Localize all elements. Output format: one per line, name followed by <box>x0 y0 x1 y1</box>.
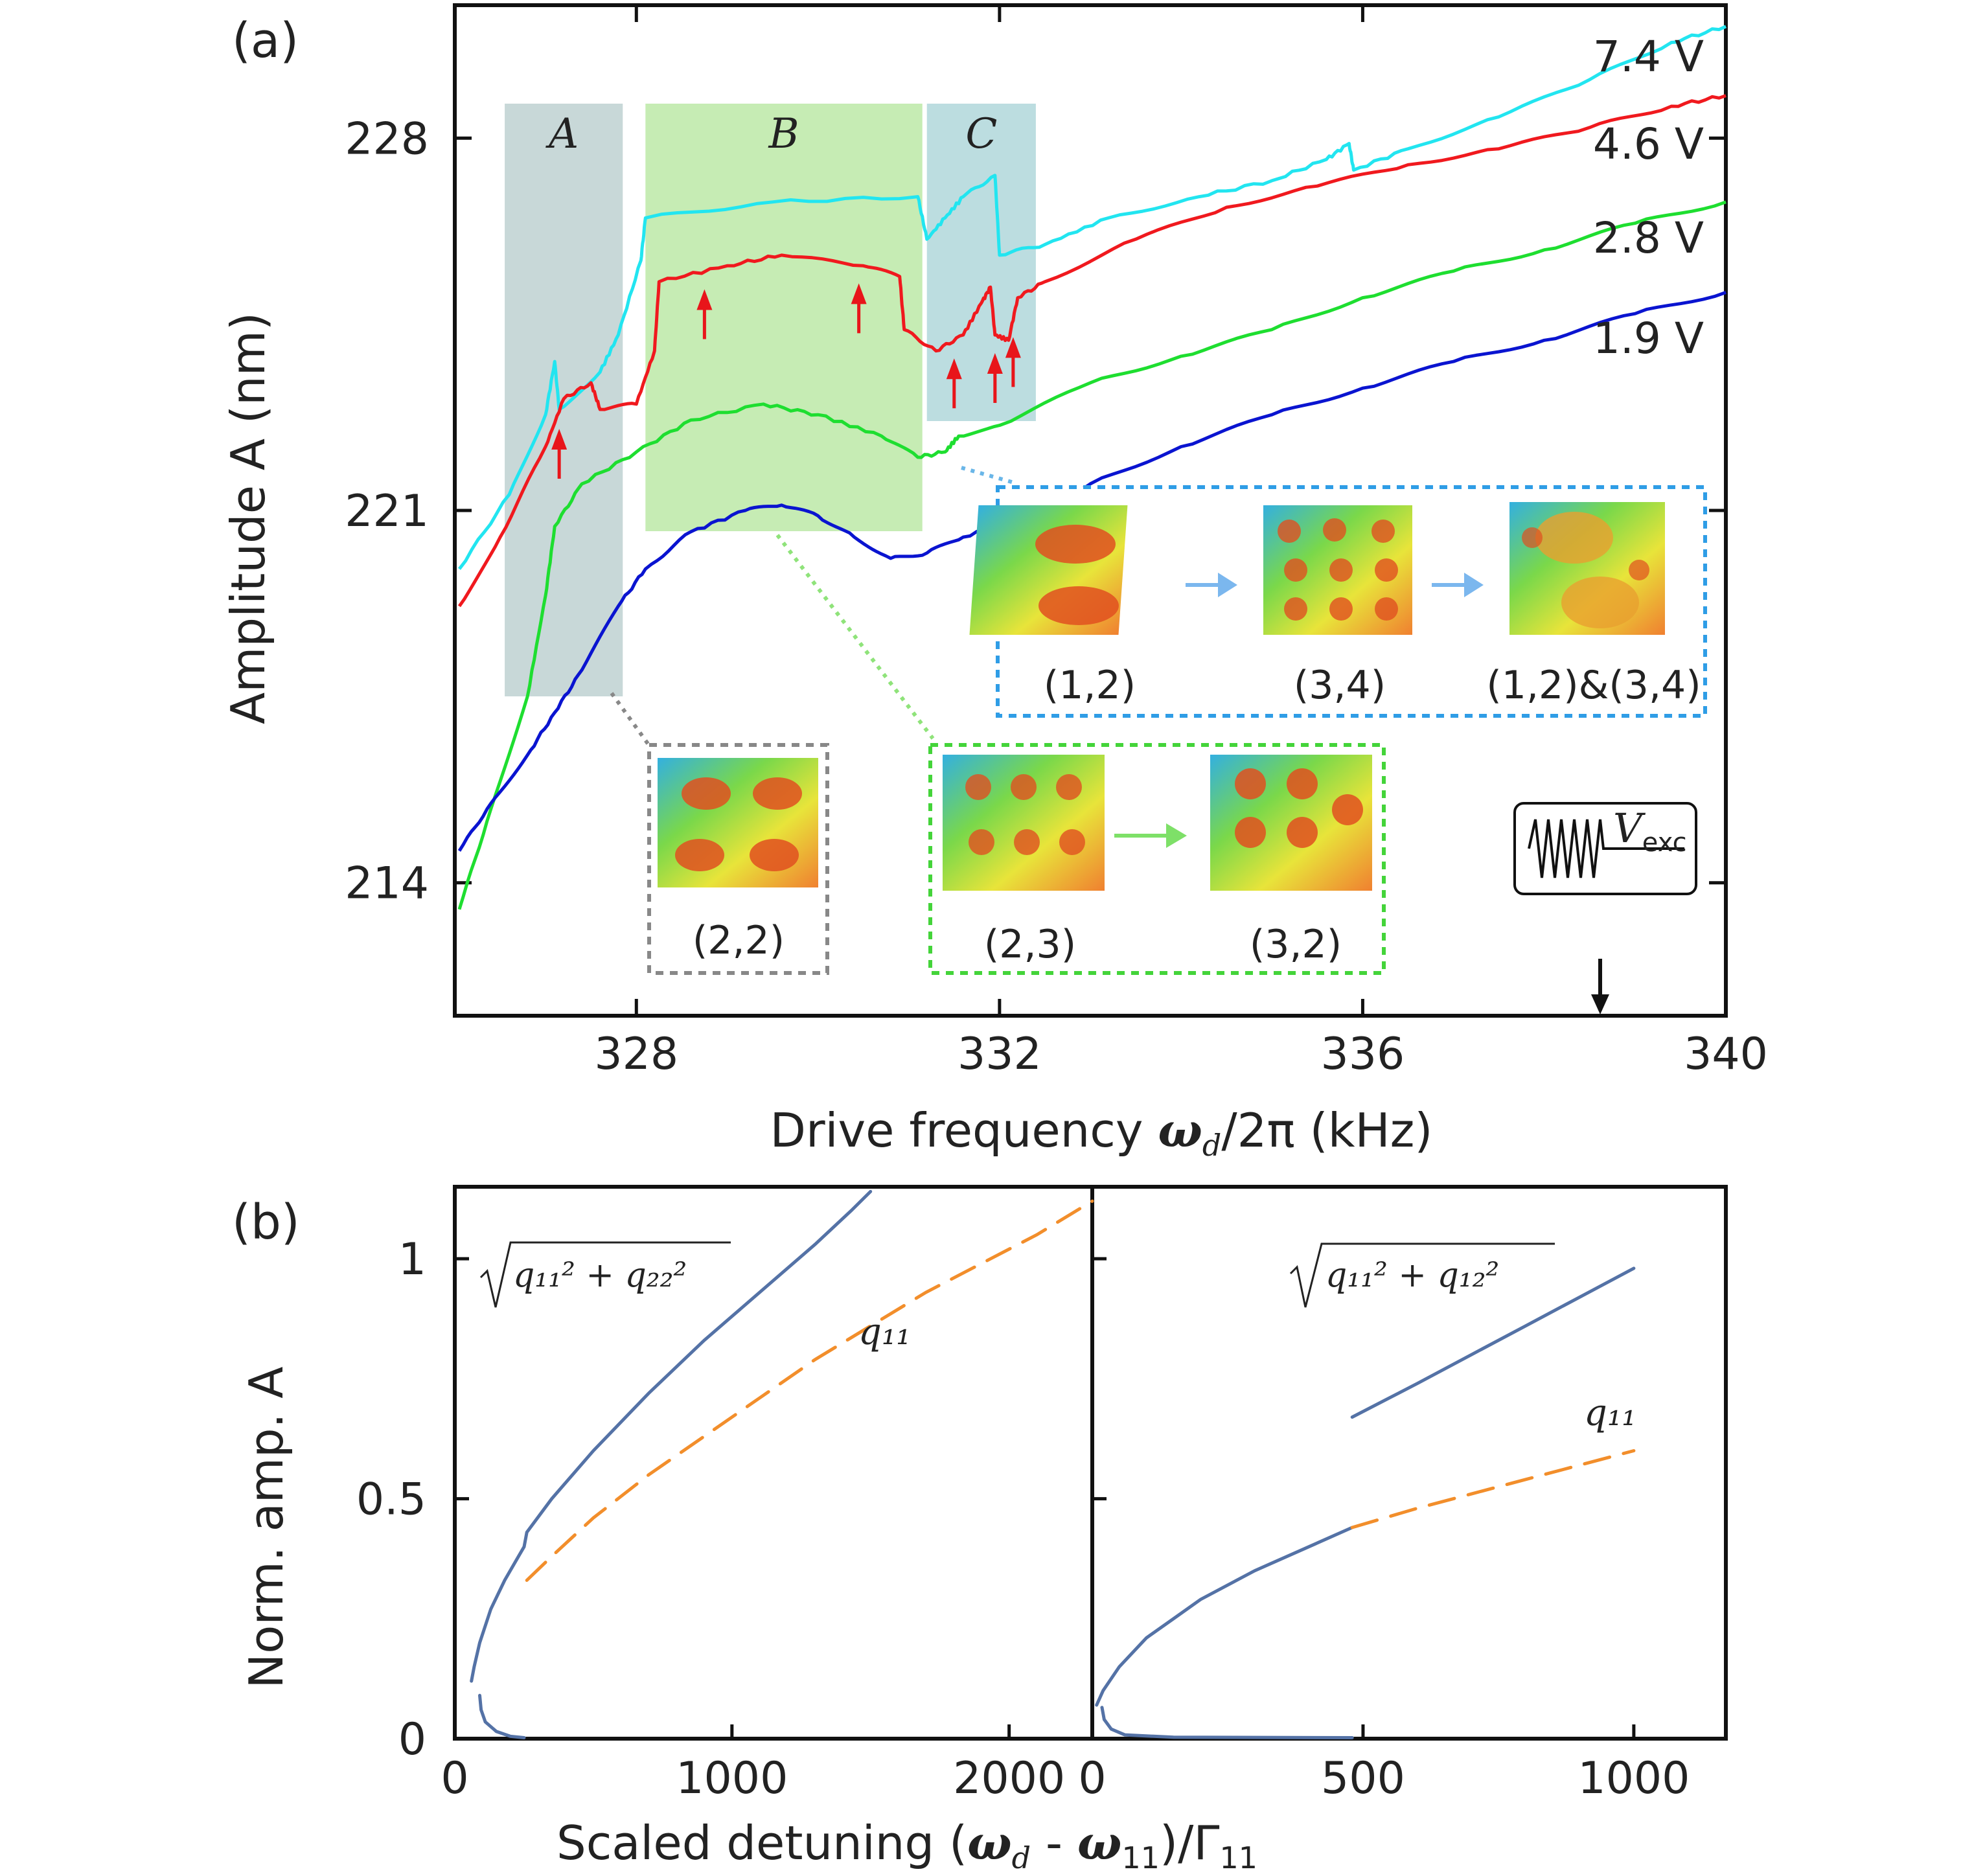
series-group: 7.4 V 4.6 V 2.8 V 1.9 V <box>457 25 1727 910</box>
series-line-4-6-V <box>457 94 1727 608</box>
mode-image <box>943 755 1105 891</box>
q11-label: q₁₁ <box>858 1311 911 1353</box>
arrow-right-icon <box>1114 823 1187 848</box>
x-tick-label: 500 <box>1321 1753 1405 1804</box>
mode-image <box>969 505 1128 635</box>
inset-label: (1,2) <box>1044 663 1136 708</box>
arrow-up-icon <box>987 353 1003 374</box>
region-group: A B C <box>505 104 1036 696</box>
y-axis-title: Norm. amp. A <box>239 1366 293 1688</box>
x-tick-label: 332 <box>958 1029 1042 1080</box>
leader-line-c <box>961 466 1015 485</box>
series-line-2-8-V <box>457 200 1727 910</box>
series-line-7-4-V <box>458 25 1727 570</box>
y-tick-label: 228 <box>345 113 429 165</box>
panel-b-label: (b) <box>232 1195 300 1250</box>
arrow-up-icon <box>1005 337 1021 358</box>
series-line-1-9-V <box>457 291 1727 852</box>
series-line-norm <box>478 1693 526 1739</box>
series-line-norm <box>1350 1266 1636 1419</box>
arrow-up-icon <box>851 283 867 304</box>
x-tick-label: 328 <box>594 1029 678 1080</box>
excitation-waveform-inset: Vexc <box>1513 802 1697 895</box>
y-axis-title: Amplitude A (nm) <box>221 312 275 724</box>
red-arrow-group <box>551 283 1021 479</box>
sine-wave-icon <box>1528 819 1684 878</box>
y-tick-label: 0 <box>398 1714 426 1765</box>
shaded-region-b <box>645 104 923 531</box>
sqrt-sign-icon <box>1289 1242 1555 1308</box>
leader-line-a <box>610 692 650 745</box>
inset-group-green: (2,3) (3,2) <box>928 743 1386 975</box>
arrow-up-icon <box>946 358 962 380</box>
inset-label: (1,2)&(3,4) <box>1486 663 1701 708</box>
series-group <box>470 1189 1636 1739</box>
shaded-region-c <box>926 104 1036 421</box>
x-axis-title: Drive frequency ωd/2π (kHz) <box>770 1103 1433 1163</box>
series-line-q11 <box>525 1199 1094 1582</box>
region-label: A <box>545 110 579 158</box>
y-tick-label: 214 <box>345 858 429 909</box>
arrow-right-icon <box>1432 573 1484 597</box>
x-axis-title: Scaled detuning (ωd - ω11)/Γ11 <box>556 1815 1257 1875</box>
inset-group-gray: (2,2) <box>647 743 829 975</box>
q11-label: q₁₁ <box>1584 1392 1636 1434</box>
radical-text: q₁₁² + q₁₂² <box>1325 1256 1499 1295</box>
axis-group: 328 332 336 340 214 221 228 <box>345 3 1768 1080</box>
x-tick-label: 340 <box>1684 1029 1768 1080</box>
y-tick-label: 0.5 <box>356 1474 426 1526</box>
series-label: 7.4 V <box>1593 32 1704 82</box>
series-line-norm <box>1095 1526 1354 1707</box>
inset-label: (3,4) <box>1294 663 1386 708</box>
radical-text: q₁₁² + q₂₂² <box>513 1256 687 1295</box>
x-tick-label: 1000 <box>1578 1753 1690 1804</box>
mode-image <box>1509 502 1665 635</box>
series-label: 4.6 V <box>1593 119 1704 169</box>
arrow-up-icon <box>551 429 568 450</box>
arrow-down-icon <box>1591 994 1609 1014</box>
excitation-label: Vexc <box>1613 805 1687 858</box>
leader-line-b <box>775 534 935 740</box>
arrow-up-icon <box>696 289 713 310</box>
series-line-norm <box>1100 1706 1354 1739</box>
x-tick-label: 0 <box>1078 1753 1106 1804</box>
inset-group-blue: (1,2) (3,4) (1,2)&(3,4) <box>969 485 1707 718</box>
inset-label: (3,2) <box>1250 922 1342 967</box>
inset-label: (2,3) <box>984 922 1076 967</box>
axis-group: 0 1000 2000 0 0.5 1 0 500 1000 <box>356 1185 1728 1804</box>
subplot-frame <box>1090 1185 1728 1741</box>
panel-b: (b) 0 1000 2000 0 0.5 1 0 500 1000 q₁₁² + q₂₂² q… <box>232 1185 1728 1875</box>
panel-a-label: (a) <box>232 13 299 69</box>
radical-label-right: q₁₁² + q₁₂² <box>1289 1242 1555 1308</box>
y-tick-label: 221 <box>345 486 429 537</box>
radical-label-left: q₁₁² + q₂₂² <box>479 1241 731 1308</box>
mode-image <box>1210 755 1372 891</box>
region-label: C <box>965 110 997 158</box>
series-label: 2.8 V <box>1593 213 1704 263</box>
panel-a: (a) A B C 328 332 336 340 214 221 228 7.4 V 4.6 V… <box>221 3 1768 1163</box>
y-tick-label: 1 <box>398 1234 426 1285</box>
region-label: B <box>768 110 799 158</box>
arrow-right-icon <box>1186 573 1237 597</box>
x-tick-label: 1000 <box>676 1753 788 1804</box>
x-tick-label: 0 <box>441 1753 468 1804</box>
x-tick-label: 336 <box>1321 1029 1405 1080</box>
series-line-norm <box>470 1189 873 1683</box>
series-line-q11 <box>1350 1449 1636 1529</box>
mode-image <box>658 758 818 887</box>
mode-image <box>1263 505 1412 635</box>
series-label: 1.9 V <box>1593 314 1704 363</box>
inset-label: (2,2) <box>693 918 785 963</box>
x-tick-label: 2000 <box>953 1753 1065 1804</box>
